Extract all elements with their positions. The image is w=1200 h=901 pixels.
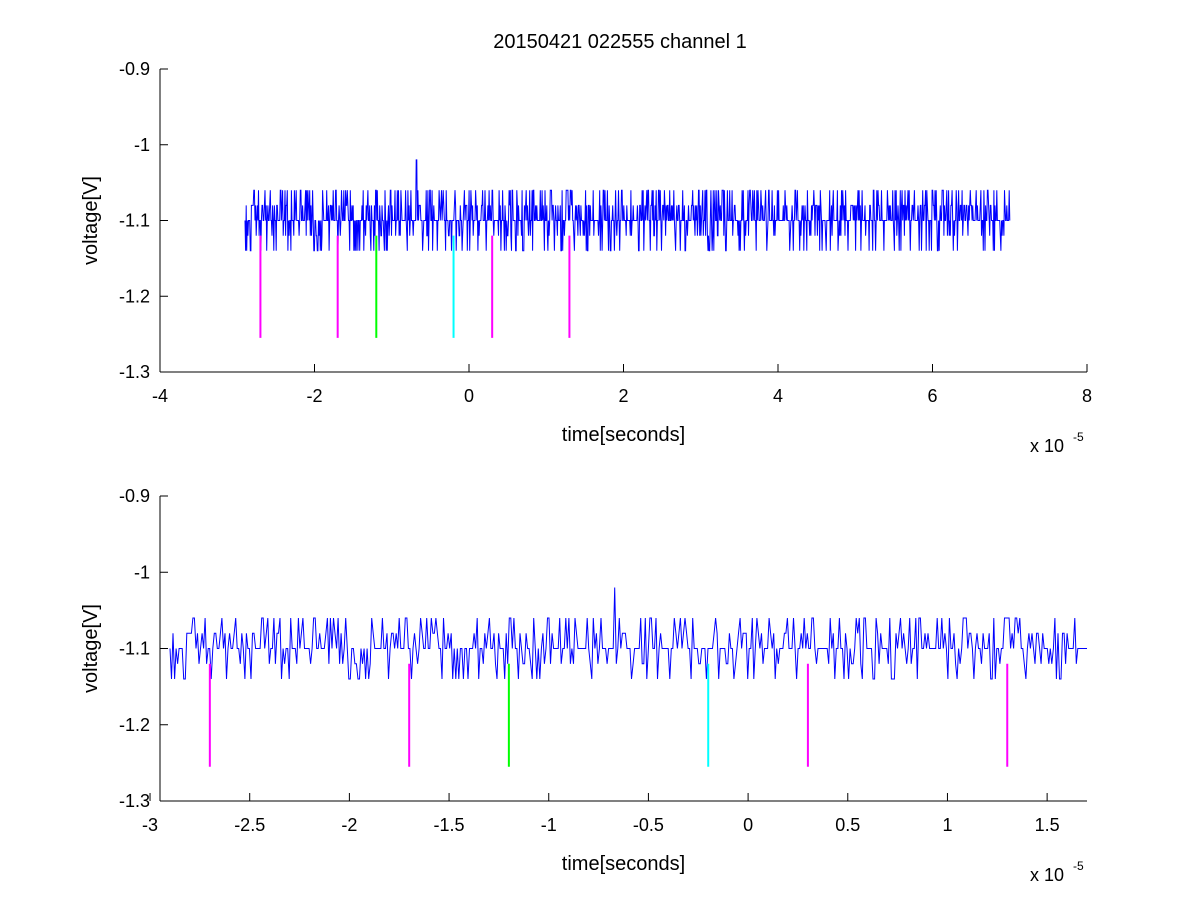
y-tick-label: -1 <box>134 562 150 582</box>
y-axis-label: voltage[V] <box>80 604 102 693</box>
x-tick-label: 8 <box>1082 386 1092 406</box>
y-tick-label: -1.2 <box>119 715 150 735</box>
bottom-plot: -3 -2.5 -2 -1.5 -1 -0.5 0 0.5 1 1.5 -0.9 -1 -1.1 -1.2… <box>80 486 1087 885</box>
x-tick-label: 2 <box>618 386 628 406</box>
x-tick-label: 0 <box>743 815 753 835</box>
x-tick-label: 0.5 <box>835 815 860 835</box>
y-axis-label: voltage[V] <box>80 176 102 265</box>
x-tick-label: -2 <box>341 815 357 835</box>
signal-trace <box>169 587 1087 680</box>
y-tick-label: -0.9 <box>119 486 150 506</box>
y-tick-label: -1.1 <box>119 211 150 231</box>
x-tick-label: 1 <box>942 815 952 835</box>
x-multiplier-exponent: -5 <box>1073 859 1084 873</box>
x-tick-label: -2 <box>306 386 322 406</box>
y-tick-label: -1.2 <box>119 286 150 306</box>
x-tick-label: 4 <box>773 386 783 406</box>
y-tick-label: -1.3 <box>119 791 150 811</box>
y-tick-label: -1.3 <box>119 362 150 382</box>
x-tick-label: -3 <box>142 815 158 835</box>
x-multiplier: x 10 <box>1030 865 1064 885</box>
x-tick-label: 6 <box>927 386 937 406</box>
x-tick-label: 0 <box>464 386 474 406</box>
x-multiplier: x 10 <box>1030 436 1064 456</box>
x-tick-label: -1 <box>541 815 557 835</box>
y-tick-label: -0.9 <box>119 59 150 79</box>
x-tick-label: -4 <box>152 386 168 406</box>
y-tick-label: -1.1 <box>119 639 150 659</box>
y-tick-label: -1 <box>134 135 150 155</box>
x-tick-label: -0.5 <box>633 815 664 835</box>
figure-title: 20150421 022555 channel 1 <box>493 31 747 53</box>
x-tick-label: 1.5 <box>1035 815 1060 835</box>
signal-trace <box>244 159 1011 252</box>
x-axis-label: time[seconds] <box>562 424 685 446</box>
top-plot: -4 -2 0 2 4 6 8 -0.9 -1 -1.1 -1.2 -1.3 time[seconds]… <box>80 59 1092 456</box>
x-multiplier-exponent: -5 <box>1073 430 1084 444</box>
x-tick-label: -2.5 <box>234 815 265 835</box>
x-tick-label: -1.5 <box>434 815 465 835</box>
x-axis-label: time[seconds] <box>562 853 685 875</box>
